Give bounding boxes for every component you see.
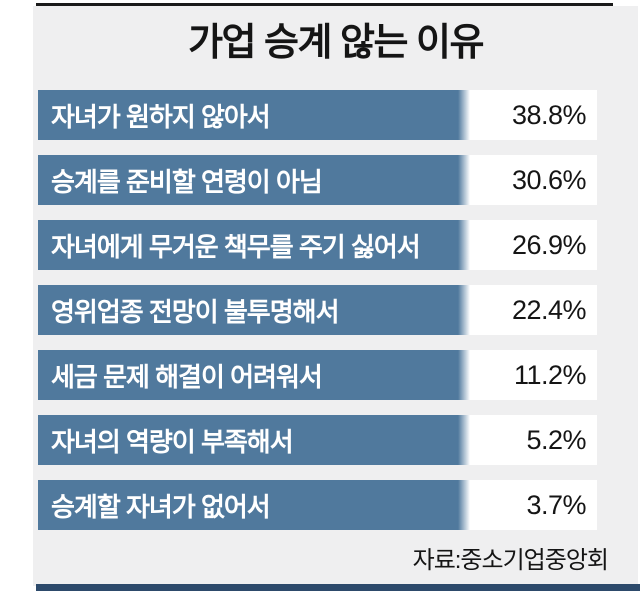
value-label: 30.6% — [511, 164, 587, 195]
value-label: 38.8% — [511, 99, 587, 130]
category-label: 승계를 준비할 연령이 아님 — [51, 166, 323, 197]
value-label: 22.4% — [511, 294, 587, 325]
category-bar: 승계를 준비할 연령이 아님 — [38, 155, 470, 205]
category-label: 승계할 자녀가 없어서 — [51, 491, 271, 522]
value-label: 3.7% — [526, 489, 586, 520]
category-bar: 자녀에게 무거운 책무를 주기 싫어서 — [38, 220, 470, 270]
bar-row: 자녀의 역량이 부족해서 5.2% — [38, 415, 597, 465]
bar-row: 영위업종 전망이 불투명해서 22.4% — [38, 285, 597, 335]
category-bar: 자녀가 원하지 않아서 — [38, 90, 470, 140]
category-label: 영위업종 전망이 불투명해서 — [51, 296, 339, 327]
category-bar: 자녀의 역량이 부족해서 — [38, 415, 470, 465]
chart-title: 가업 승계 않는 이유 — [188, 22, 484, 64]
bar-list: 자녀가 원하지 않아서 38.8% 승계를 준비할 연령이 아님 30.6% 자녀에게 … — [33, 90, 638, 530]
bar-row: 자녀에게 무거운 책무를 주기 싫어서 26.9% — [38, 220, 597, 270]
value-label: 5.2% — [526, 424, 586, 455]
category-label: 자녀의 역량이 부족해서 — [51, 426, 294, 457]
bar-row: 자녀가 원하지 않아서 38.8% — [38, 90, 597, 140]
category-label: 세금 문제 해결이 어려워서 — [51, 361, 323, 392]
bar-row: 승계를 준비할 연령이 아님 30.6% — [38, 155, 597, 205]
source-credit: 자료:중소기업중앙회 — [412, 547, 609, 574]
chart-panel: 가업 승계 않는 이유 자녀가 원하지 않아서 38.8% 승계를 준비할 연령이 … — [33, 6, 638, 586]
category-bar: 승계할 자녀가 없어서 — [38, 480, 470, 530]
value-label: 11.2% — [513, 359, 587, 390]
bar-row: 세금 문제 해결이 어려워서 11.2% — [38, 350, 597, 400]
category-label: 자녀가 원하지 않아서 — [51, 101, 271, 132]
category-bar: 세금 문제 해결이 어려워서 — [38, 350, 470, 400]
category-label: 자녀에게 무거운 책무를 주기 싫어서 — [51, 231, 421, 262]
bar-row: 승계할 자녀가 없어서 3.7% — [38, 480, 597, 530]
top-rule — [36, 3, 613, 6]
category-bar: 영위업종 전망이 불투명해서 — [38, 285, 470, 335]
value-label: 26.9% — [511, 229, 587, 260]
bottom-rule — [36, 584, 640, 591]
